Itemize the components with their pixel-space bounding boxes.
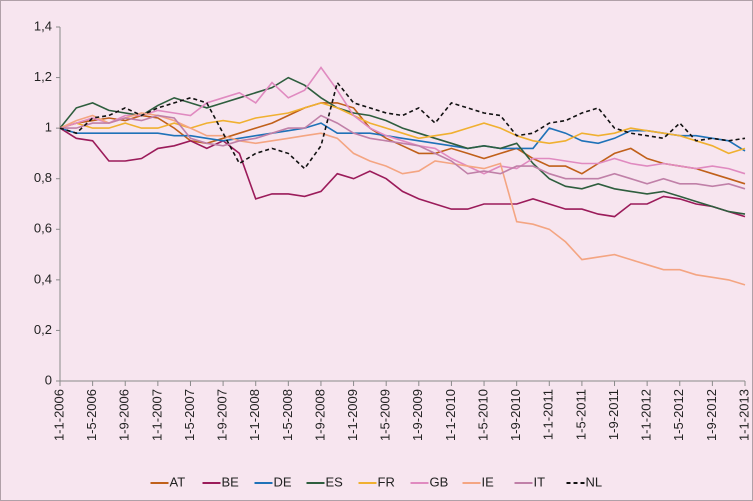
x-tick-label: 1-9-2012	[704, 389, 719, 441]
series-line	[59, 102, 746, 155]
legend-label: AT	[170, 474, 186, 489]
y-tick-label: 0	[45, 372, 52, 387]
series-line	[59, 102, 746, 185]
x-tick-label: 1-1-2006	[51, 389, 66, 441]
series-line	[59, 122, 746, 152]
x-tick-label: 1-5-2006	[84, 389, 99, 441]
series-line	[59, 66, 746, 175]
x-tick-label: 1-9-2008	[312, 389, 327, 441]
x-tick-label: 1-9-2007	[215, 389, 230, 441]
x-tick-label: 1-1-2008	[247, 389, 262, 441]
x-tick-label: 1-9-2011	[606, 389, 621, 440]
x-tick-label: 1-5-2010	[475, 389, 490, 441]
x-tick-label: 1-1-2009	[345, 389, 360, 441]
legend-label: ES	[326, 474, 344, 489]
series-line	[59, 80, 746, 170]
y-tick-label: 0,8	[34, 170, 52, 185]
y-tick-label: 0,4	[34, 271, 52, 286]
x-tick-label: 1-5-2011	[573, 389, 588, 440]
legend-label: BE	[222, 474, 240, 489]
x-tick-label: 1-9-2006	[117, 389, 132, 441]
series-line	[59, 76, 746, 215]
x-tick-label: 1-1-2013	[736, 389, 751, 441]
y-tick-label: 1	[45, 120, 52, 135]
x-tick-label: 1-5-2007	[182, 389, 197, 441]
legend-label: NL	[586, 474, 603, 489]
x-tick-label: 1-1-2011	[541, 389, 556, 440]
y-tick-label: 1,4	[34, 18, 52, 33]
y-tick-label: 1,2	[34, 69, 52, 84]
y-tick-label: 0,6	[34, 221, 52, 236]
legend-label: GB	[430, 474, 449, 489]
legend-label: DE	[274, 474, 292, 489]
x-tick-label: 1-9-2010	[508, 389, 523, 441]
x-tick-label: 1-5-2008	[280, 389, 295, 441]
series-line	[59, 112, 746, 286]
legend-label: IT	[534, 474, 546, 489]
x-tick-label: 1-9-2009	[410, 389, 425, 441]
legend-label: IE	[482, 474, 495, 489]
series-line	[59, 127, 746, 218]
series-line	[60, 114, 746, 190]
legend-label: FR	[378, 474, 395, 489]
x-tick-label: 1-1-2007	[149, 389, 164, 441]
x-tick-label: 1-1-2012	[639, 389, 654, 441]
y-tick-label: 0,2	[34, 322, 52, 337]
x-tick-label: 1-5-2012	[671, 389, 686, 441]
x-tick-label: 1-1-2010	[443, 389, 458, 441]
x-tick-label: 1-5-2009	[378, 389, 393, 441]
